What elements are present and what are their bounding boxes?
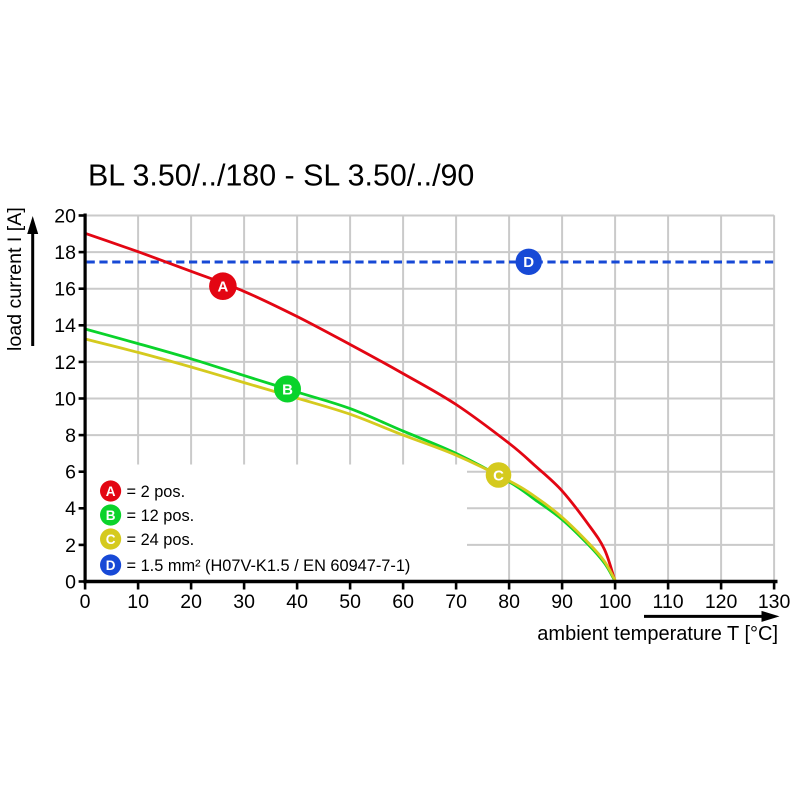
svg-text:0: 0 xyxy=(65,571,76,593)
svg-text:12: 12 xyxy=(54,352,76,374)
svg-text:D: D xyxy=(523,254,534,271)
svg-text:load current I [A]: load current I [A] xyxy=(4,207,26,351)
svg-text:B: B xyxy=(106,508,116,523)
svg-text:10: 10 xyxy=(127,591,149,613)
svg-text:30: 30 xyxy=(233,591,255,613)
svg-text:8: 8 xyxy=(65,425,76,447)
svg-text:90: 90 xyxy=(551,591,573,613)
svg-text:10: 10 xyxy=(54,388,76,410)
svg-text:14: 14 xyxy=(54,315,76,337)
svg-text:120: 120 xyxy=(705,591,738,613)
svg-text:C: C xyxy=(106,532,116,547)
svg-text:16: 16 xyxy=(54,279,76,301)
svg-text:2: 2 xyxy=(65,535,76,557)
svg-text:B: B xyxy=(282,381,293,398)
svg-text:6: 6 xyxy=(65,462,76,484)
svg-text:110: 110 xyxy=(653,591,684,613)
svg-text:= 2 pos.: = 2 pos. xyxy=(127,483,186,501)
svg-text:ambient temperature T [°C]: ambient temperature T [°C] xyxy=(537,623,778,645)
svg-text:80: 80 xyxy=(498,591,520,613)
svg-text:4: 4 xyxy=(65,498,76,520)
svg-text:BL 3.50/../180 - SL 3.50/../90: BL 3.50/../180 - SL 3.50/../90 xyxy=(88,159,474,193)
svg-text:D: D xyxy=(106,558,116,573)
svg-text:100: 100 xyxy=(599,591,632,613)
svg-text:0: 0 xyxy=(80,591,91,613)
svg-text:70: 70 xyxy=(445,591,467,613)
svg-text:60: 60 xyxy=(392,591,414,613)
svg-text:= 1.5 mm² (H07V-K1.5 / EN 6094: = 1.5 mm² (H07V-K1.5 / EN 60947-7-1) xyxy=(127,557,411,575)
svg-text:50: 50 xyxy=(339,591,361,613)
svg-text:20: 20 xyxy=(180,591,202,613)
svg-text:A: A xyxy=(106,484,116,499)
svg-text:20: 20 xyxy=(54,205,76,227)
svg-text:C: C xyxy=(493,467,504,484)
svg-text:A: A xyxy=(217,279,228,296)
svg-text:= 24 pos.: = 24 pos. xyxy=(127,531,195,549)
svg-text:130: 130 xyxy=(758,591,791,613)
svg-text:= 12 pos.: = 12 pos. xyxy=(127,507,195,525)
svg-text:18: 18 xyxy=(54,242,76,264)
svg-text:40: 40 xyxy=(286,591,308,613)
